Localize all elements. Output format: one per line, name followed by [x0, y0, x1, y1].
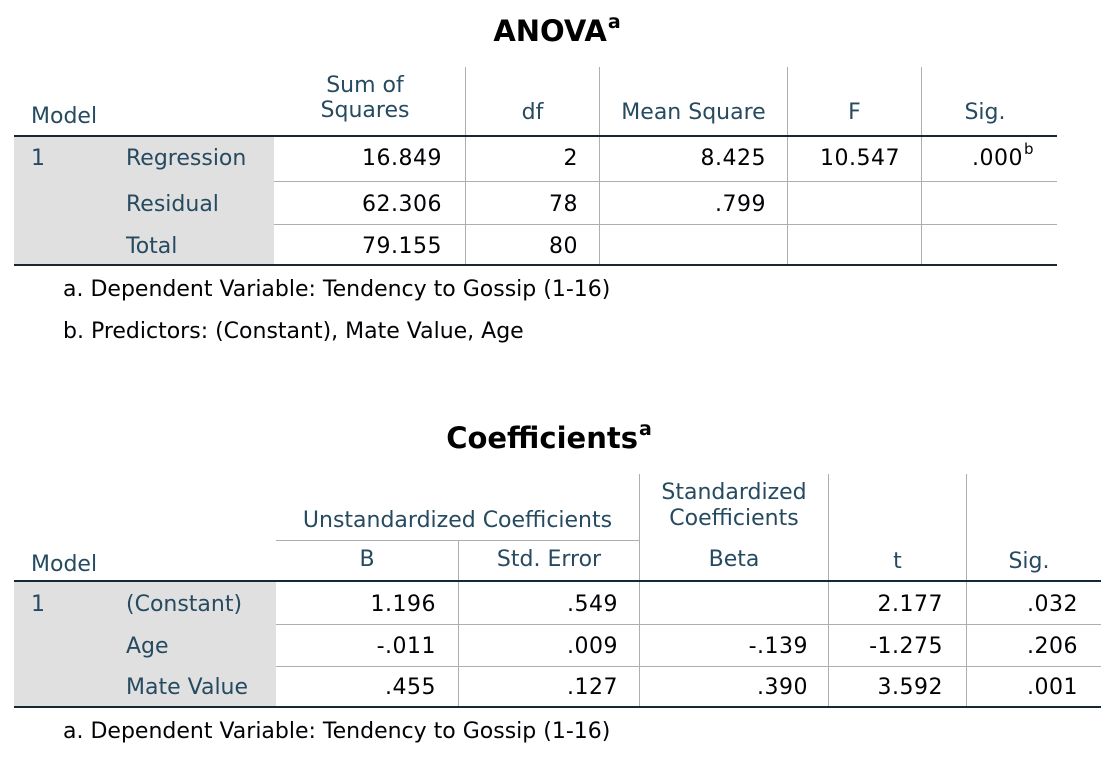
- coefficients-row-divider: [276, 624, 1101, 625]
- anova-row-label: Residual: [126, 192, 219, 217]
- anova-header-model: Model: [31, 104, 98, 129]
- anova-title: ANOVAa: [0, 11, 1114, 49]
- anova-df-value: 78: [549, 192, 578, 217]
- anova-header-rule: [14, 135, 1057, 137]
- coefficients-se-value: .127: [567, 675, 618, 700]
- anova-sig-superscript: b: [1023, 140, 1034, 158]
- coefficients-header-standardized-line1: Standardized: [661, 480, 807, 505]
- anova-row-divider: [274, 224, 1057, 225]
- anova-ss-value: 79.155: [362, 234, 442, 259]
- coefficients-model-number: 1: [31, 592, 45, 617]
- coefficients-se-value: .549: [567, 592, 618, 617]
- coefficients-column-divider: [639, 582, 640, 707]
- coefficients-header-b: B: [359, 547, 375, 572]
- coefficients-column-divider: [458, 582, 459, 707]
- anova-ss-value: 62.306: [362, 192, 442, 217]
- anova-row-divider: [274, 181, 1057, 182]
- coefficients-header-divider: [966, 474, 967, 580]
- anova-title-superscript: a: [607, 11, 621, 33]
- coefficients-header-divider: [639, 474, 640, 580]
- anova-column-divider: [465, 137, 466, 266]
- coefficients-header-sig: Sig.: [1008, 549, 1050, 574]
- anova-header-f: F: [848, 100, 861, 125]
- coefficients-footnote: a. Dependent Variable: Tendency to Gossi…: [63, 719, 611, 744]
- anova-model-number: 1: [31, 146, 45, 171]
- coefficients-header-std-error: Std. Error: [496, 547, 602, 572]
- coefficients-t-value: -1.275: [869, 634, 943, 659]
- anova-ms-value: 8.425: [700, 146, 766, 171]
- anova-ms-value: .799: [715, 192, 766, 217]
- anova-header-divider: [599, 67, 600, 135]
- coefficients-header-model: Model: [31, 552, 98, 577]
- anova-header-divider: [465, 67, 466, 135]
- anova-header-sig: Sig.: [964, 100, 1006, 125]
- anova-bottom-rule: [14, 264, 1057, 266]
- anova-column-divider: [599, 137, 600, 266]
- coefficients-title-superscript: a: [638, 418, 652, 440]
- anova-header-sum-of-squares-line2: Squares: [320, 98, 410, 123]
- anova-header-sum-of-squares-line1: Sum of: [326, 73, 404, 98]
- anova-df-value: 2: [563, 146, 578, 171]
- anova-column-divider: [787, 137, 788, 266]
- coefficients-title-text: Coefficients: [446, 421, 638, 455]
- anova-row-label-band: [14, 137, 274, 266]
- coefficients-row-label: Age: [126, 634, 169, 659]
- coefficients-row-label: (Constant): [126, 592, 243, 617]
- anova-ss-value: 16.849: [362, 146, 442, 171]
- coefficients-title: Coefficientsa: [0, 418, 1098, 456]
- anova-row-label: Total: [126, 234, 178, 259]
- anova-column-divider: [921, 137, 922, 266]
- coefficients-column-divider: [966, 582, 967, 707]
- coefficients-header-unstandardized: Unstandardized Coefficients: [302, 508, 613, 533]
- coefficients-t-value: 3.592: [877, 675, 943, 700]
- anova-header-divider: [787, 67, 788, 135]
- anova-row-label: Regression: [126, 146, 247, 171]
- coefficients-header-subrule: [276, 540, 639, 541]
- coefficients-column-divider: [828, 582, 829, 707]
- coefficients-t-value: 2.177: [877, 592, 943, 617]
- coefficients-row-divider: [276, 666, 1101, 667]
- coefficients-header-divider: [458, 540, 459, 580]
- coefficients-sig-value: .032: [1027, 592, 1078, 617]
- anova-sig-text: .000: [971, 146, 1023, 171]
- coefficients-b-value: 1.196: [370, 592, 436, 617]
- anova-header-divider: [921, 67, 922, 135]
- coefficients-row-label-band: [14, 582, 276, 707]
- anova-sig-value: .000b: [922, 142, 1034, 172]
- coefficients-beta-value: -.139: [748, 634, 808, 659]
- coefficients-b-value: -.011: [376, 634, 436, 659]
- coefficients-header-standardized-line2: Coefficients: [669, 506, 799, 531]
- coefficients-b-value: .455: [385, 675, 436, 700]
- coefficients-header-rule: [14, 580, 1101, 582]
- coefficients-sig-value: .206: [1027, 634, 1078, 659]
- coefficients-row-label: Mate Value: [126, 675, 249, 700]
- coefficients-header-t: t: [893, 549, 902, 574]
- anova-df-value: 80: [549, 234, 578, 259]
- anova-header-mean-square: Mean Square: [621, 100, 766, 125]
- anova-footnote: b. Predictors: (Constant), Mate Value, A…: [63, 319, 524, 344]
- anova-title-text: ANOVA: [493, 14, 607, 48]
- coefficients-se-value: .009: [567, 634, 618, 659]
- coefficients-sig-value: .001: [1027, 675, 1078, 700]
- coefficients-header-beta: Beta: [708, 547, 760, 572]
- anova-f-value: 10.547: [820, 146, 900, 171]
- anova-footnote: a. Dependent Variable: Tendency to Gossi…: [63, 277, 611, 302]
- coefficients-beta-value: .390: [757, 675, 808, 700]
- coefficients-bottom-rule: [14, 706, 1101, 708]
- coefficients-header-divider: [828, 474, 829, 580]
- anova-header-df: df: [521, 100, 544, 125]
